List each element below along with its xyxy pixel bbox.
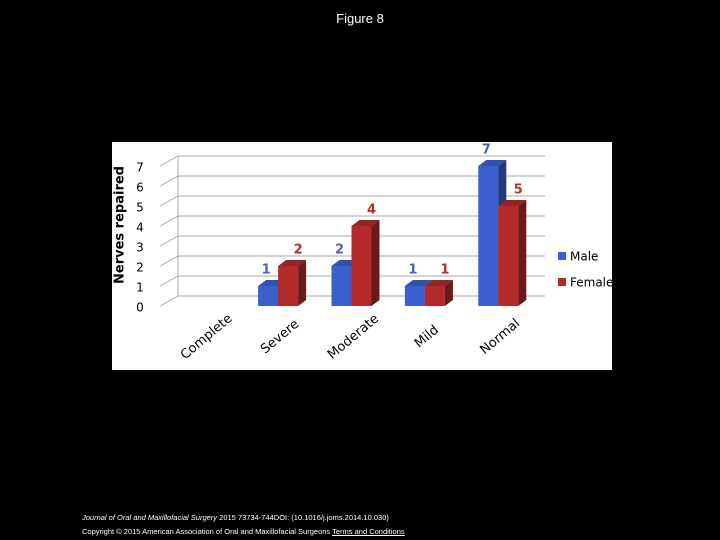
- data-label: 5: [514, 183, 523, 198]
- legend-swatch: [558, 278, 566, 286]
- bar-top: [498, 200, 527, 206]
- y-tick-label: 7: [136, 161, 144, 175]
- footer-citation-line: Journal of Oral and Maxillofacial Surger…: [82, 513, 389, 522]
- y-tick-label: 6: [136, 181, 144, 195]
- bar: [351, 226, 372, 306]
- legend-label: Male: [570, 250, 598, 264]
- slide-title: Figure 8: [336, 11, 384, 26]
- y-tick-label: 3: [136, 241, 144, 255]
- y-tick-label: 1: [136, 281, 144, 295]
- bar-top: [424, 280, 453, 286]
- bar: [258, 286, 279, 306]
- journal: Journal of Oral and Maxillofacial Surger…: [82, 513, 218, 522]
- citation: 2015 73734-744DOI: (10.1016/j.joms.2014.…: [219, 513, 389, 522]
- data-label: 1: [408, 263, 417, 278]
- data-label: 4: [367, 203, 376, 218]
- bar-top: [278, 260, 307, 266]
- bar-side: [444, 280, 453, 306]
- data-label: 2: [294, 243, 303, 258]
- data-label: 1: [440, 263, 449, 278]
- bar: [331, 266, 352, 306]
- bar: [498, 206, 519, 306]
- footer-copyright-line: Copyright © 2015 American Association of…: [82, 527, 405, 536]
- bar-top: [404, 280, 433, 286]
- copyright: Copyright © 2015 American Association of…: [82, 527, 331, 536]
- bar-side: [371, 220, 380, 306]
- y-tick-label: 5: [136, 201, 144, 215]
- y-axis-label: Nerves repaired: [113, 166, 128, 284]
- terms-link[interactable]: Terms and Conditions: [332, 527, 405, 536]
- y-tick-label: 4: [136, 221, 144, 235]
- legend-swatch: [558, 252, 566, 260]
- data-label: 7: [482, 143, 491, 158]
- y-tick-label: 0: [136, 301, 144, 315]
- bar: [404, 286, 425, 306]
- bar-top: [478, 160, 507, 166]
- bar: [278, 266, 299, 306]
- legend-label: Female: [570, 276, 612, 290]
- data-label: 2: [335, 243, 344, 258]
- bar: [478, 166, 499, 306]
- bar-top: [351, 220, 380, 226]
- bar: [424, 286, 445, 306]
- bar-side: [518, 200, 527, 306]
- data-label: 1: [262, 263, 271, 278]
- y-tick-label: 2: [136, 261, 144, 275]
- bar-side: [298, 260, 307, 306]
